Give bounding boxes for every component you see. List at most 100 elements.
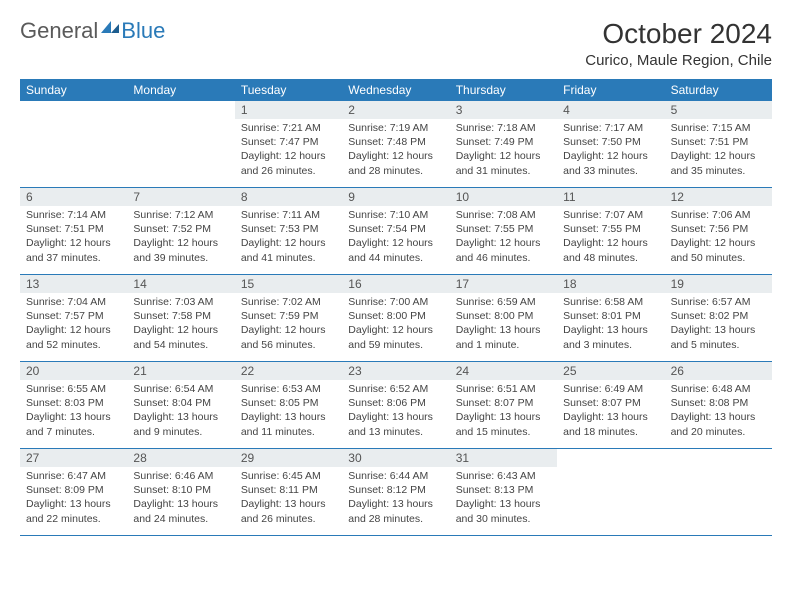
day-number: 26 [665, 362, 772, 380]
calendar-grid: SundayMondayTuesdayWednesdayThursdayFrid… [20, 79, 772, 536]
dow-cell: Sunday [20, 79, 127, 101]
day-body: Sunrise: 6:58 AMSunset: 8:01 PMDaylight:… [557, 293, 664, 356]
day-cell: 29Sunrise: 6:45 AMSunset: 8:11 PMDayligh… [235, 449, 342, 535]
day-number: 20 [20, 362, 127, 380]
day-body: Sunrise: 6:44 AMSunset: 8:12 PMDaylight:… [342, 467, 449, 530]
day-number: 10 [450, 188, 557, 206]
day-body: Sunrise: 7:04 AMSunset: 7:57 PMDaylight:… [20, 293, 127, 356]
day-body: Sunrise: 6:47 AMSunset: 8:09 PMDaylight:… [20, 467, 127, 530]
day-cell: 22Sunrise: 6:53 AMSunset: 8:05 PMDayligh… [235, 362, 342, 448]
day-body: Sunrise: 7:21 AMSunset: 7:47 PMDaylight:… [235, 119, 342, 182]
day-number: 29 [235, 449, 342, 467]
weeks-container: 1Sunrise: 7:21 AMSunset: 7:47 PMDaylight… [20, 101, 772, 536]
day-cell: 6Sunrise: 7:14 AMSunset: 7:51 PMDaylight… [20, 188, 127, 274]
week-row: 20Sunrise: 6:55 AMSunset: 8:03 PMDayligh… [20, 362, 772, 449]
day-body: Sunrise: 6:53 AMSunset: 8:05 PMDaylight:… [235, 380, 342, 443]
dow-cell: Wednesday [342, 79, 449, 101]
day-number: 27 [20, 449, 127, 467]
dow-cell: Saturday [665, 79, 772, 101]
day-body: Sunrise: 6:49 AMSunset: 8:07 PMDaylight:… [557, 380, 664, 443]
day-body: Sunrise: 7:08 AMSunset: 7:55 PMDaylight:… [450, 206, 557, 269]
dow-cell: Tuesday [235, 79, 342, 101]
day-body: Sunrise: 6:54 AMSunset: 8:04 PMDaylight:… [127, 380, 234, 443]
dow-cell: Monday [127, 79, 234, 101]
day-body: Sunrise: 6:51 AMSunset: 8:07 PMDaylight:… [450, 380, 557, 443]
day-number: 9 [342, 188, 449, 206]
day-body: Sunrise: 7:06 AMSunset: 7:56 PMDaylight:… [665, 206, 772, 269]
day-cell: 25Sunrise: 6:49 AMSunset: 8:07 PMDayligh… [557, 362, 664, 448]
day-body: Sunrise: 7:18 AMSunset: 7:49 PMDaylight:… [450, 119, 557, 182]
day-cell: 1Sunrise: 7:21 AMSunset: 7:47 PMDaylight… [235, 101, 342, 187]
day-cell: 17Sunrise: 6:59 AMSunset: 8:00 PMDayligh… [450, 275, 557, 361]
day-cell [127, 101, 234, 187]
day-number: 21 [127, 362, 234, 380]
day-number: 1 [235, 101, 342, 119]
day-body: Sunrise: 7:00 AMSunset: 8:00 PMDaylight:… [342, 293, 449, 356]
day-number: 11 [557, 188, 664, 206]
day-body: Sunrise: 7:14 AMSunset: 7:51 PMDaylight:… [20, 206, 127, 269]
day-number: 23 [342, 362, 449, 380]
day-cell [20, 101, 127, 187]
week-row: 6Sunrise: 7:14 AMSunset: 7:51 PMDaylight… [20, 188, 772, 275]
day-body: Sunrise: 7:07 AMSunset: 7:55 PMDaylight:… [557, 206, 664, 269]
day-cell: 3Sunrise: 7:18 AMSunset: 7:49 PMDaylight… [450, 101, 557, 187]
day-number: 30 [342, 449, 449, 467]
day-cell: 24Sunrise: 6:51 AMSunset: 8:07 PMDayligh… [450, 362, 557, 448]
day-cell: 31Sunrise: 6:43 AMSunset: 8:13 PMDayligh… [450, 449, 557, 535]
day-cell: 16Sunrise: 7:00 AMSunset: 8:00 PMDayligh… [342, 275, 449, 361]
day-cell [557, 449, 664, 535]
day-number: 2 [342, 101, 449, 119]
day-cell: 5Sunrise: 7:15 AMSunset: 7:51 PMDaylight… [665, 101, 772, 187]
week-row: 27Sunrise: 6:47 AMSunset: 8:09 PMDayligh… [20, 449, 772, 536]
day-body: Sunrise: 7:19 AMSunset: 7:48 PMDaylight:… [342, 119, 449, 182]
day-cell: 15Sunrise: 7:02 AMSunset: 7:59 PMDayligh… [235, 275, 342, 361]
day-number: 5 [665, 101, 772, 119]
day-cell: 11Sunrise: 7:07 AMSunset: 7:55 PMDayligh… [557, 188, 664, 274]
day-body: Sunrise: 6:46 AMSunset: 8:10 PMDaylight:… [127, 467, 234, 530]
day-body: Sunrise: 7:03 AMSunset: 7:58 PMDaylight:… [127, 293, 234, 356]
day-cell: 8Sunrise: 7:11 AMSunset: 7:53 PMDaylight… [235, 188, 342, 274]
day-cell: 4Sunrise: 7:17 AMSunset: 7:50 PMDaylight… [557, 101, 664, 187]
week-row: 13Sunrise: 7:04 AMSunset: 7:57 PMDayligh… [20, 275, 772, 362]
day-body: Sunrise: 6:52 AMSunset: 8:06 PMDaylight:… [342, 380, 449, 443]
logo-text-general: General [20, 18, 98, 44]
day-cell: 27Sunrise: 6:47 AMSunset: 8:09 PMDayligh… [20, 449, 127, 535]
day-body: Sunrise: 7:10 AMSunset: 7:54 PMDaylight:… [342, 206, 449, 269]
day-cell: 9Sunrise: 7:10 AMSunset: 7:54 PMDaylight… [342, 188, 449, 274]
logo-text-blue: Blue [121, 18, 165, 44]
day-number: 3 [450, 101, 557, 119]
day-number: 8 [235, 188, 342, 206]
day-body: Sunrise: 7:12 AMSunset: 7:52 PMDaylight:… [127, 206, 234, 269]
day-number: 24 [450, 362, 557, 380]
day-cell: 18Sunrise: 6:58 AMSunset: 8:01 PMDayligh… [557, 275, 664, 361]
day-cell: 26Sunrise: 6:48 AMSunset: 8:08 PMDayligh… [665, 362, 772, 448]
dow-cell: Friday [557, 79, 664, 101]
day-body: Sunrise: 7:15 AMSunset: 7:51 PMDaylight:… [665, 119, 772, 182]
day-cell: 28Sunrise: 6:46 AMSunset: 8:10 PMDayligh… [127, 449, 234, 535]
day-body: Sunrise: 6:57 AMSunset: 8:02 PMDaylight:… [665, 293, 772, 356]
day-cell: 20Sunrise: 6:55 AMSunset: 8:03 PMDayligh… [20, 362, 127, 448]
day-body: Sunrise: 6:43 AMSunset: 8:13 PMDaylight:… [450, 467, 557, 530]
day-number: 31 [450, 449, 557, 467]
month-title: October 2024 [585, 18, 772, 50]
day-cell: 19Sunrise: 6:57 AMSunset: 8:02 PMDayligh… [665, 275, 772, 361]
title-block: October 2024 Curico, Maule Region, Chile [585, 18, 772, 69]
day-body: Sunrise: 7:02 AMSunset: 7:59 PMDaylight:… [235, 293, 342, 356]
day-number: 12 [665, 188, 772, 206]
day-cell [665, 449, 772, 535]
day-number: 7 [127, 188, 234, 206]
day-cell: 14Sunrise: 7:03 AMSunset: 7:58 PMDayligh… [127, 275, 234, 361]
day-cell: 10Sunrise: 7:08 AMSunset: 7:55 PMDayligh… [450, 188, 557, 274]
day-number: 15 [235, 275, 342, 293]
day-body: Sunrise: 6:55 AMSunset: 8:03 PMDaylight:… [20, 380, 127, 443]
day-number: 22 [235, 362, 342, 380]
day-cell: 12Sunrise: 7:06 AMSunset: 7:56 PMDayligh… [665, 188, 772, 274]
day-number: 19 [665, 275, 772, 293]
logo-mark-icon [101, 19, 119, 33]
day-number: 16 [342, 275, 449, 293]
day-number: 25 [557, 362, 664, 380]
day-cell: 23Sunrise: 6:52 AMSunset: 8:06 PMDayligh… [342, 362, 449, 448]
day-cell: 2Sunrise: 7:19 AMSunset: 7:48 PMDaylight… [342, 101, 449, 187]
day-cell: 13Sunrise: 7:04 AMSunset: 7:57 PMDayligh… [20, 275, 127, 361]
page-header: General Blue October 2024 Curico, Maule … [20, 18, 772, 69]
